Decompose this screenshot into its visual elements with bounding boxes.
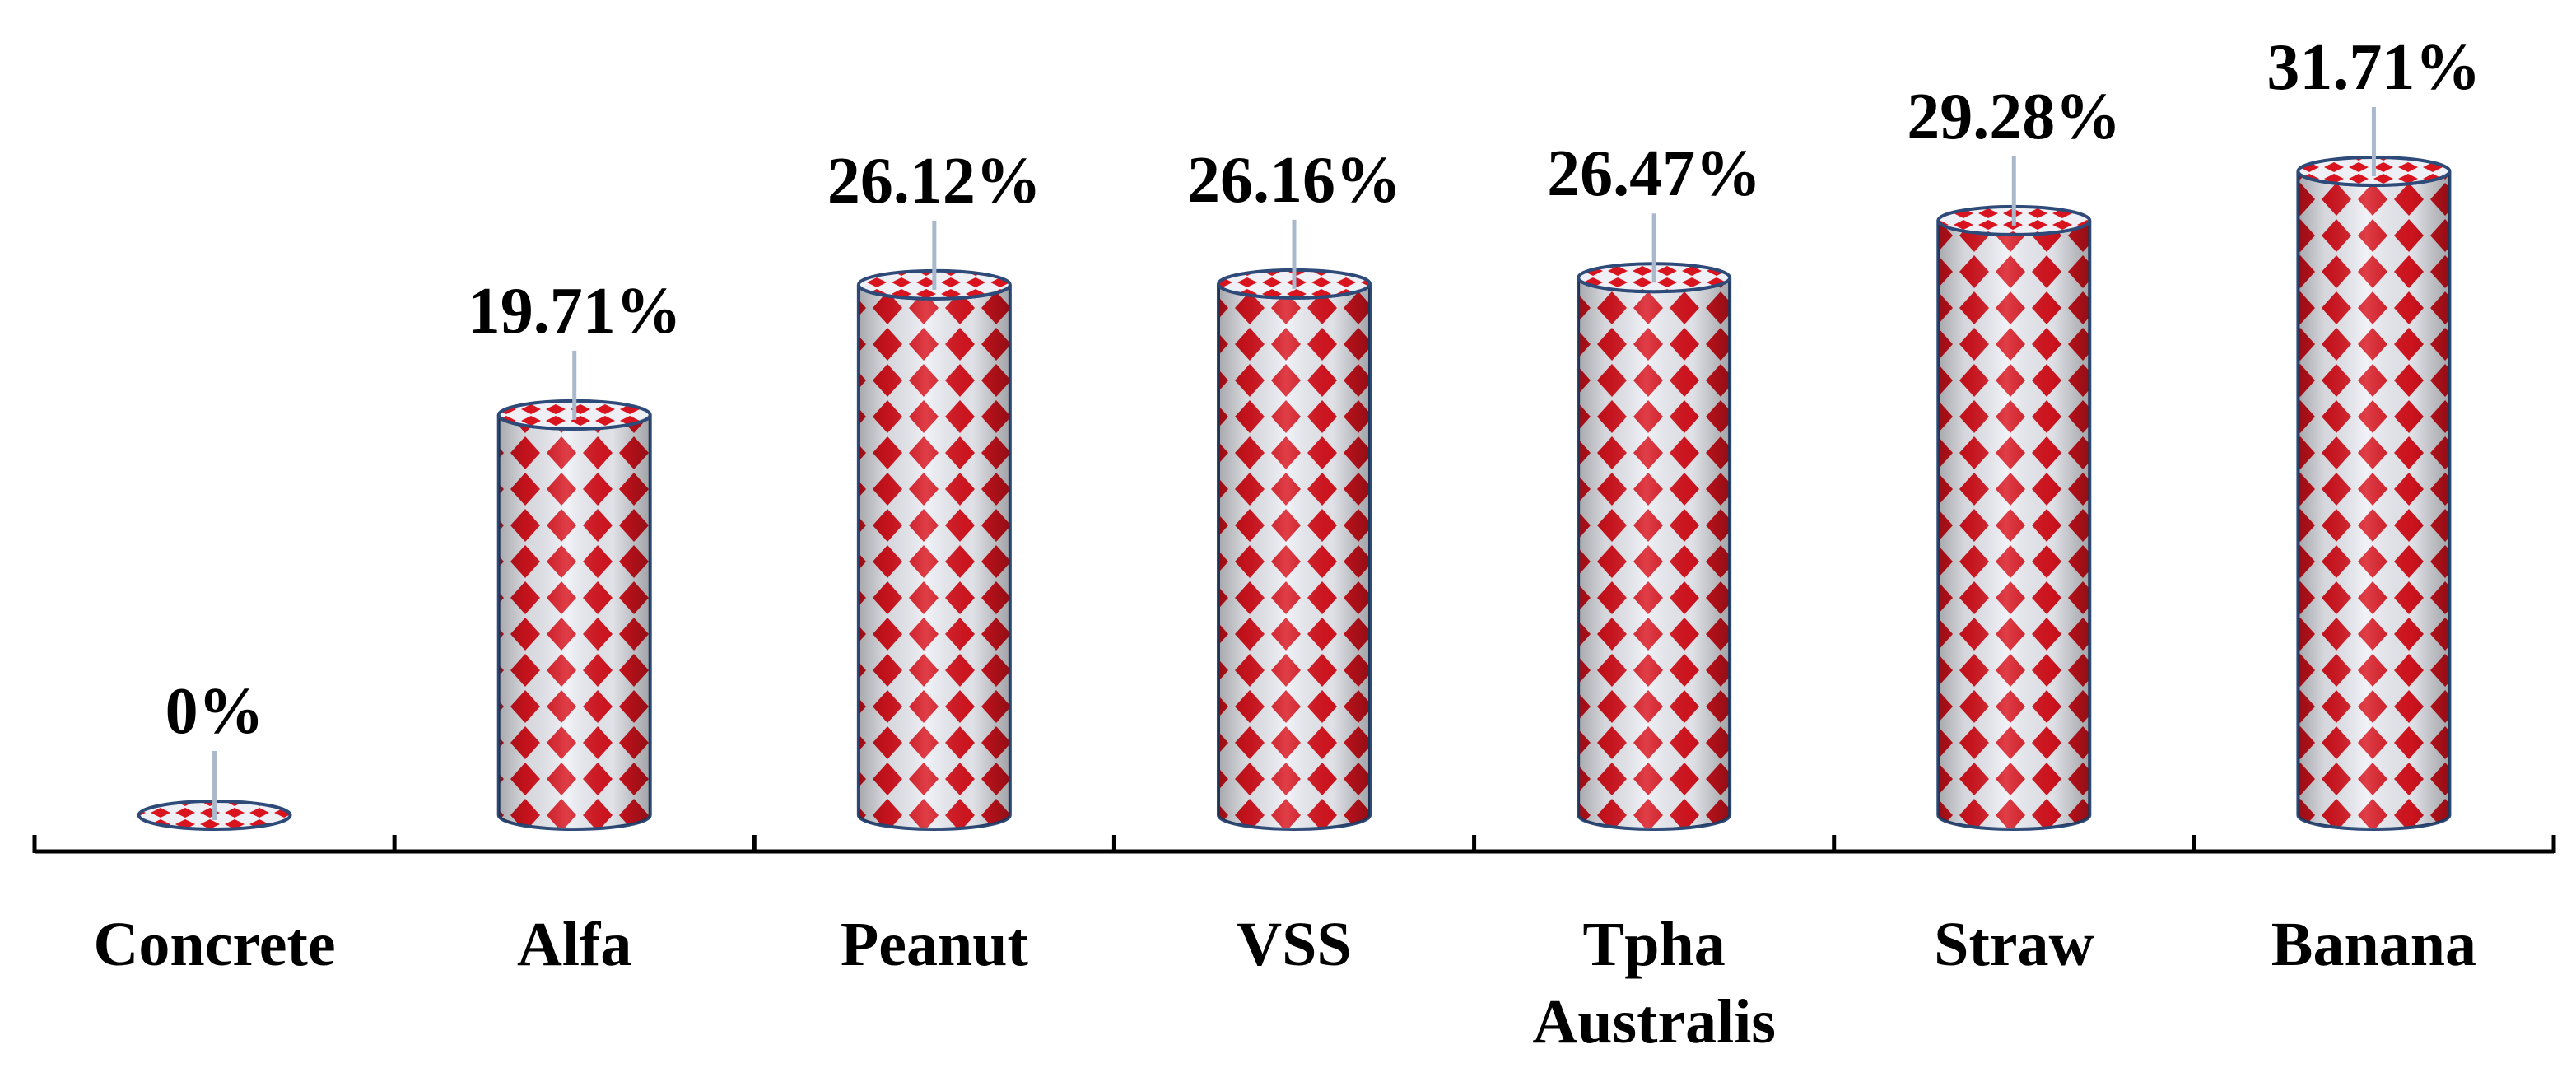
plot-area: 0% 19.71% 26.12% 26.16% 26.47% 29.28% 31.71% (137, 31, 2481, 831)
bar-shading (858, 284, 1010, 829)
x-axis (32, 835, 2556, 854)
bar-shading (1938, 220, 2090, 829)
bar-straw: 29.28% (1907, 81, 2121, 831)
bar-vss: 26.16% (1187, 144, 1401, 831)
data-label: 19.71% (468, 275, 682, 347)
tick-label: Straw (1934, 910, 2094, 979)
data-label: 26.12% (827, 145, 1041, 217)
bar-alfa: 19.71% (468, 275, 682, 831)
tick-label: Banana (2271, 910, 2476, 979)
bar-shading (2298, 171, 2450, 829)
data-label: 26.47% (1547, 138, 1761, 210)
data-label: 29.28% (1907, 81, 2121, 153)
category-labels: Concrete Alfa Peanut VSS Tpha Australis Straw B… (94, 910, 2476, 1056)
data-label: 0% (165, 675, 264, 748)
data-label: 31.71% (2266, 31, 2481, 104)
tick-label: VSS (1237, 910, 1351, 979)
bar-banana: 31.71% (2266, 31, 2481, 831)
bar-shading (498, 414, 650, 829)
tick-label: Peanut (841, 910, 1028, 979)
tick-label: Tpha Australis (1532, 910, 1776, 1056)
bar-peanut: 26.12% (827, 145, 1041, 831)
bar-shading (1218, 283, 1370, 829)
bar-concrete: 0% (137, 675, 292, 831)
bar-shading (1578, 277, 1731, 829)
bar-tpha-australis: 26.47% (1547, 138, 1761, 831)
tick-label: Concrete (94, 910, 336, 979)
tick-label: Alfa (517, 910, 631, 979)
data-label: 26.16% (1187, 144, 1401, 217)
